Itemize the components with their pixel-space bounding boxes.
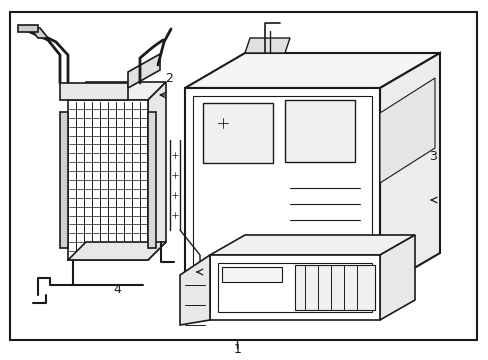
Text: 2: 2 (164, 72, 172, 85)
Circle shape (171, 171, 179, 179)
Polygon shape (148, 112, 156, 248)
Polygon shape (68, 242, 165, 260)
Polygon shape (294, 265, 374, 310)
Polygon shape (379, 78, 434, 183)
Polygon shape (379, 53, 439, 288)
Polygon shape (203, 103, 272, 163)
Circle shape (171, 191, 179, 199)
Polygon shape (209, 235, 414, 255)
Polygon shape (222, 267, 282, 282)
Circle shape (217, 117, 228, 129)
Text: 3: 3 (428, 150, 436, 163)
Polygon shape (180, 255, 209, 325)
Text: 4: 4 (113, 283, 121, 296)
Polygon shape (68, 82, 165, 100)
Circle shape (171, 211, 179, 219)
Polygon shape (244, 38, 289, 53)
Polygon shape (184, 88, 379, 288)
Polygon shape (128, 54, 160, 88)
Polygon shape (30, 28, 48, 38)
Circle shape (171, 151, 179, 159)
Polygon shape (10, 12, 476, 340)
Polygon shape (60, 112, 68, 248)
Ellipse shape (60, 81, 68, 85)
Polygon shape (18, 25, 38, 32)
Polygon shape (68, 100, 148, 260)
Polygon shape (285, 100, 354, 162)
Polygon shape (148, 82, 165, 260)
Polygon shape (209, 255, 379, 320)
Text: 1: 1 (233, 343, 241, 356)
Polygon shape (60, 83, 128, 100)
Polygon shape (184, 53, 439, 88)
Polygon shape (379, 235, 414, 320)
Circle shape (391, 272, 401, 282)
